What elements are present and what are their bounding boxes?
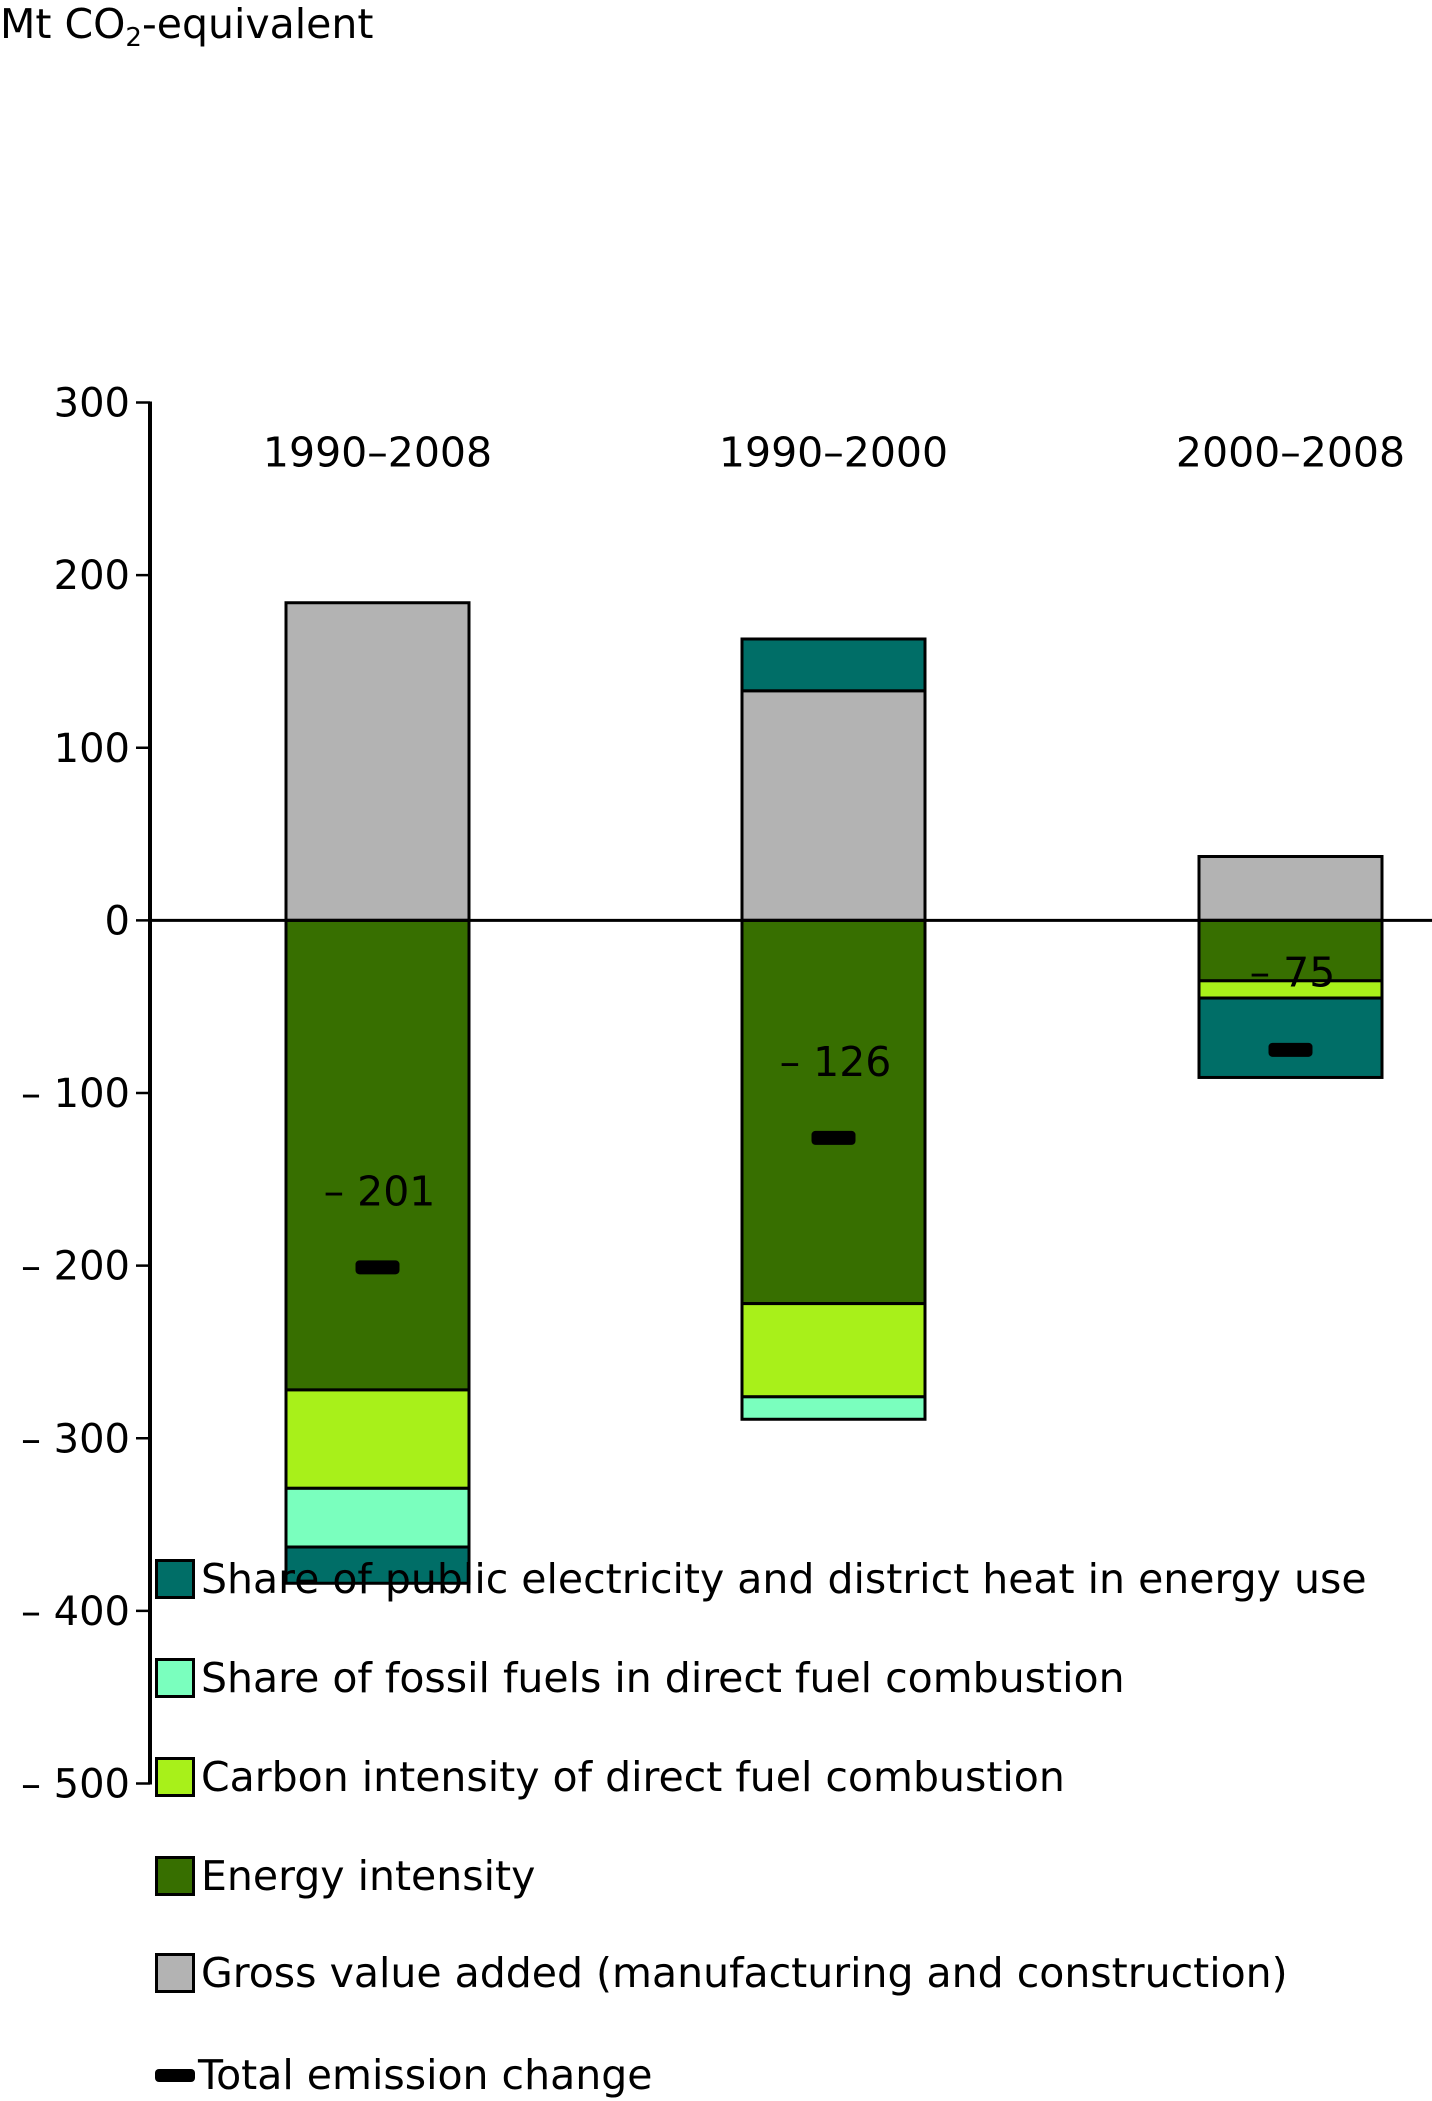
y-tick-label: – 300 [21,1416,130,1462]
legend-item-total-emission-change: Total emission change [155,2052,652,2098]
bar-segment-carbon [284,1388,471,1490]
legend-swatch-carbon-intensity [155,1757,195,1797]
bar-segment-gva [1197,855,1384,922]
y-tick-label: 300 [54,381,130,427]
bar-segment-fossil [740,1395,927,1421]
legend-swatch-gross-value-added [155,1953,195,1993]
bar-segment-energy [1197,918,1384,983]
bar-segment-public [1197,996,1384,1079]
y-axis-title-subscript: 2 [125,23,142,53]
total-emission-label: – 126 [780,1038,892,1086]
legend-item-energy-intensity: Energy intensity [155,1853,535,1899]
bar-segment-gva [284,601,471,922]
y-tick-label: 100 [54,726,130,772]
total-emission-marker [1268,1042,1313,1057]
legend-label: Gross value added (manufacturing and con… [201,1949,1288,1997]
category-label: 2000–2008 [1176,429,1405,477]
total-emission-label: – 75 [1250,948,1336,996]
y-tick-label: 0 [105,898,130,944]
legend-item-gross-value-added: Gross value added (manufacturing and con… [155,1950,1288,1996]
bar-segment-fossil [284,1486,471,1549]
bar-segment-energy [740,918,927,1306]
y-tick-label: – 200 [21,1244,130,1290]
y-tick-label: – 500 [21,1762,130,1808]
total-emission-marker [355,1260,400,1275]
bar-segment-carbon [740,1302,927,1399]
legend-item-carbon-intensity: Carbon intensity of direct fuel combusti… [155,1754,1065,1800]
y-axis-title: Mt CO2-equivalent [0,0,374,51]
y-axis-title-suffix: -equivalent [141,0,374,48]
legend-item-fossil-fuels: Share of fossil fuels in direct fuel com… [155,1655,1125,1701]
legend-swatch-public-electricity [155,1559,195,1599]
bar-segment-public [284,1545,471,1585]
legend-swatch-fossil-fuels [155,1658,195,1698]
bar-segment-public [740,637,927,693]
total-emission-label: – 201 [324,1167,436,1215]
total-emission-marker-icon [155,2068,195,2082]
bar-segment-energy [284,918,471,1392]
y-axis-title-prefix: Mt CO [0,0,126,48]
legend-swatch-energy-intensity [155,1856,195,1896]
legend-label: Share of public electricity and district… [201,1555,1367,1603]
category-label: 1990–2000 [719,429,948,477]
legend-label: Energy intensity [201,1852,536,1900]
legend-item-public-electricity: Share of public electricity and district… [155,1556,1367,1602]
legend-label: Share of fossil fuels in direct fuel com… [201,1654,1125,1702]
y-tick-label: – 100 [21,1071,130,1117]
y-tick-label: 200 [54,553,130,599]
y-tick-label: – 400 [21,1589,130,1635]
total-emission-marker [811,1130,856,1145]
legend-label: Total emission change [198,2051,653,2099]
category-label: 1990–2008 [263,429,492,477]
legend-label: Carbon intensity of direct fuel combusti… [201,1753,1065,1801]
bar-segment-gva [740,689,927,922]
